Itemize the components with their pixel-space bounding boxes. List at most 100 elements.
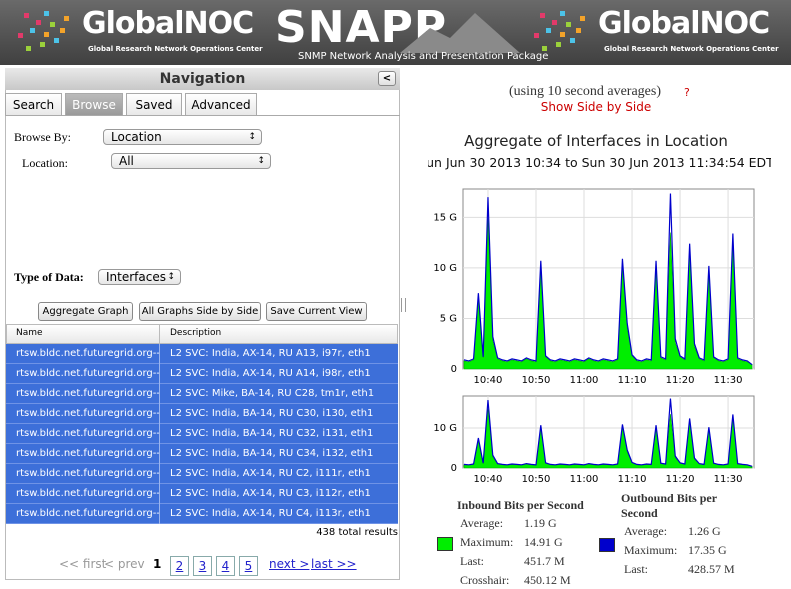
help-link[interactable]: ?	[684, 86, 690, 99]
column-header: Name	[16, 328, 43, 338]
tab-active[interactable]: Browse	[65, 93, 123, 115]
cell-desc: L2 SVC: India, AX-14, RU C3, i112r, eth1	[170, 488, 371, 499]
page-link[interactable]: 2	[170, 556, 189, 576]
cell-desc: L2 SVC: India, AX-14, RU C4, i113r, eth1	[170, 508, 371, 519]
page-current: 1	[153, 557, 162, 571]
button[interactable]: All Graphs Side by Side	[139, 302, 261, 321]
chart-title: Aggregate of Interfaces in Location	[464, 132, 728, 150]
mountain	[400, 13, 520, 53]
x-tick-label: 11:00	[570, 375, 599, 386]
tab-rule	[5, 115, 400, 116]
cell-name: rtsw.bldc.net.futuregrid.org--g	[16, 448, 159, 459]
table-row[interactable]	[6, 384, 398, 404]
plot-frame	[462, 188, 755, 370]
cell-divider	[159, 344, 160, 364]
stat-label: Crosshair:	[460, 573, 510, 587]
cell-divider	[159, 364, 160, 384]
cell-divider	[159, 444, 160, 464]
stat-label: Average:	[460, 516, 504, 530]
table-row[interactable]	[6, 464, 398, 484]
x-tick-label: 10:40	[474, 474, 503, 485]
page-last[interactable]: last >>	[311, 557, 357, 571]
nav-title: Navigation	[5, 68, 400, 90]
table-row[interactable]	[6, 344, 398, 364]
label: Type of Data:	[14, 270, 84, 284]
header: GlobalNOC Global Research Network Operat…	[0, 0, 791, 65]
legend-title: Outbound Bits per Second	[621, 491, 717, 520]
cell-name: rtsw.bldc.net.futuregrid.org--g	[16, 468, 159, 479]
side-by-side-link[interactable]: Show Side by Side	[541, 100, 651, 114]
cell-divider	[159, 464, 160, 484]
logo-dots	[534, 11, 585, 51]
cell-divider	[159, 504, 160, 524]
page-prev: < prev	[104, 557, 145, 571]
select[interactable]: Interfaces	[98, 269, 181, 285]
collapse-button[interactable]: <	[378, 71, 396, 86]
chart-subtitle: Sun Jun 30 2013 10:34 to Sun 30 Jun 2013…	[420, 155, 774, 170]
x-tick-label: 11:20	[666, 375, 695, 386]
tab[interactable]: Saved	[126, 93, 182, 115]
cell-name: rtsw.bldc.net.futuregrid.org--g	[16, 488, 159, 499]
legend-swatch	[437, 537, 453, 551]
x-tick-label: 10:50	[522, 375, 551, 386]
cell-divider	[159, 404, 160, 424]
x-tick-label: 11:20	[666, 474, 695, 485]
stat-label: Last:	[460, 554, 484, 568]
app-subtitle: SNMP Network Analysis and Presentation P…	[298, 51, 549, 62]
stat-label: Average:	[624, 524, 668, 538]
button[interactable]: Save Current View	[266, 302, 367, 321]
select[interactable]: Location	[103, 129, 262, 145]
table-row[interactable]	[6, 484, 398, 504]
cell-divider	[159, 484, 160, 504]
cell-divider	[159, 424, 160, 444]
button[interactable]: Aggregate Graph	[38, 302, 133, 321]
x-tick-label: 11:30	[714, 474, 743, 485]
x-tick-label: 10:50	[522, 474, 551, 485]
x-tick-label: 11:10	[618, 375, 647, 386]
stat-value: 17.35 G	[688, 543, 727, 557]
page-link[interactable]: 4	[216, 556, 235, 576]
logo-subtitle: Global Research Network Operations Cente…	[88, 45, 263, 53]
x-tick-label: 10:40	[474, 375, 503, 386]
stat-value: 451.7 M	[524, 554, 565, 568]
column-header: Description	[170, 328, 222, 338]
total-results: 438 total results	[316, 527, 398, 538]
table-header	[6, 324, 398, 344]
table-row[interactable]	[6, 444, 398, 464]
cell-desc: L2 SVC: Mike, BA-14, RU C28, tm1r, eth1	[170, 388, 375, 399]
tab[interactable]: Advanced	[185, 93, 257, 115]
table-row[interactable]	[6, 424, 398, 444]
table-row[interactable]	[6, 504, 398, 524]
cell-desc: L2 SVC: India, AX-14, RU A13, i97r, eth1	[170, 348, 371, 359]
cell-name: rtsw.bldc.net.futuregrid.org--g	[16, 508, 159, 519]
y-tick-label: 10 G	[433, 423, 457, 434]
inbound-area	[463, 218, 753, 370]
page-next[interactable]: next >	[269, 557, 310, 571]
label: Browse By:	[14, 130, 71, 144]
stat-value: 428.57 M	[688, 562, 735, 576]
page-link[interactable]: 5	[239, 556, 258, 576]
cell-name: rtsw.bldc.net.futuregrid.org--g	[16, 408, 159, 419]
note: (using 10 second averages)	[509, 84, 661, 99]
y-tick-label: 15 G	[433, 212, 457, 223]
cell-desc: L2 SVC: India, BA-14, RU C30, i130, eth1	[170, 408, 374, 419]
tab[interactable]: Search	[5, 93, 62, 115]
outbound-line	[463, 398, 753, 467]
stat-label: Maximum:	[624, 543, 678, 557]
splitter[interactable]	[401, 298, 406, 312]
logo-text: GlobalNOC	[598, 6, 770, 41]
stat-label: Last:	[624, 562, 648, 576]
legend-swatch	[599, 538, 615, 552]
page-link[interactable]: 3	[193, 556, 212, 576]
graph-area: (using 10 second averages) ? Show Side b…	[420, 84, 774, 485]
cell-name: rtsw.bldc.net.futuregrid.org--g	[16, 428, 159, 439]
table-row[interactable]	[6, 404, 398, 424]
cell-name: rtsw.bldc.net.futuregrid.org--g	[16, 388, 159, 399]
select[interactable]: All	[111, 153, 271, 169]
y-tick-label: 0	[451, 364, 457, 375]
table-row[interactable]	[6, 364, 398, 384]
logo-dots	[18, 11, 69, 51]
cell-name: rtsw.bldc.net.futuregrid.org--g	[16, 368, 159, 379]
page-first: << first	[59, 557, 107, 571]
